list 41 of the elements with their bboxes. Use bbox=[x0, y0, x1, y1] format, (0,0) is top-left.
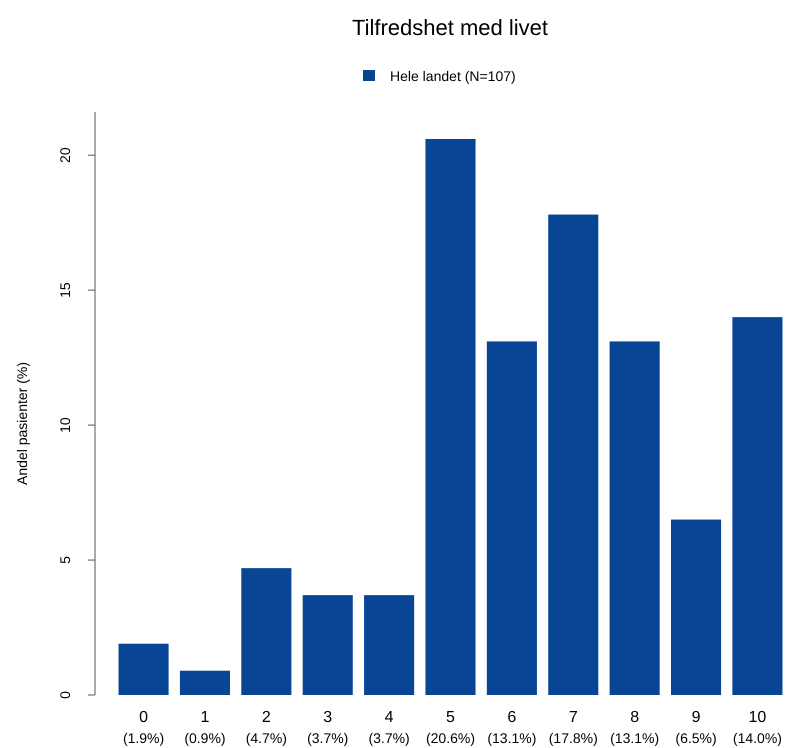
x-tick-label: 2 bbox=[262, 709, 271, 726]
y-tick-label: 20 bbox=[57, 147, 73, 163]
bar bbox=[302, 595, 353, 695]
data-label: (13.1%) bbox=[610, 730, 660, 746]
x-tick-label: 8 bbox=[630, 709, 640, 726]
data-label: (1.9%) bbox=[122, 730, 164, 746]
data-label: (6.5%) bbox=[675, 730, 717, 746]
bar bbox=[180, 670, 230, 695]
bar bbox=[425, 138, 476, 695]
bar bbox=[548, 214, 598, 695]
bar bbox=[671, 520, 722, 695]
data-label: (3.7%) bbox=[368, 730, 410, 746]
data-label: (0.9%) bbox=[184, 730, 226, 746]
x-tick-label: 5 bbox=[446, 709, 456, 726]
data-label: (3.7%) bbox=[307, 730, 348, 746]
x-tick-label: 3 bbox=[323, 709, 332, 726]
y-tick-label: 10 bbox=[57, 417, 73, 433]
data-label: (14.0%) bbox=[732, 730, 782, 746]
y-tick-label: 0 bbox=[57, 690, 73, 699]
x-tick-label: 6 bbox=[507, 709, 516, 726]
bar bbox=[364, 595, 414, 695]
x-tick-label: 7 bbox=[568, 709, 578, 726]
chart-title: Tilfredshet med livet bbox=[352, 15, 548, 40]
x-tick-label: 9 bbox=[692, 709, 701, 726]
data-label: (13.1%) bbox=[487, 730, 536, 746]
bar bbox=[118, 644, 169, 695]
y-tick-label: 5 bbox=[57, 556, 73, 564]
data-label: (20.6%) bbox=[426, 730, 476, 746]
legend-label: Hele landet (N=107) bbox=[390, 68, 516, 84]
bar bbox=[241, 568, 292, 695]
y-tick-label: 15 bbox=[57, 282, 73, 298]
x-tick-label: 4 bbox=[384, 709, 394, 726]
bar bbox=[732, 317, 782, 695]
x-tick-label: 1 bbox=[200, 709, 210, 726]
y-axis-title: Andel pasienter (%) bbox=[14, 362, 30, 485]
data-label: (17.8%) bbox=[548, 730, 598, 746]
bar bbox=[486, 341, 537, 695]
bar bbox=[610, 341, 660, 695]
data-label: (4.7%) bbox=[246, 730, 287, 746]
x-tick-label: 0 bbox=[139, 709, 148, 726]
x-tick-label: 10 bbox=[748, 709, 766, 726]
